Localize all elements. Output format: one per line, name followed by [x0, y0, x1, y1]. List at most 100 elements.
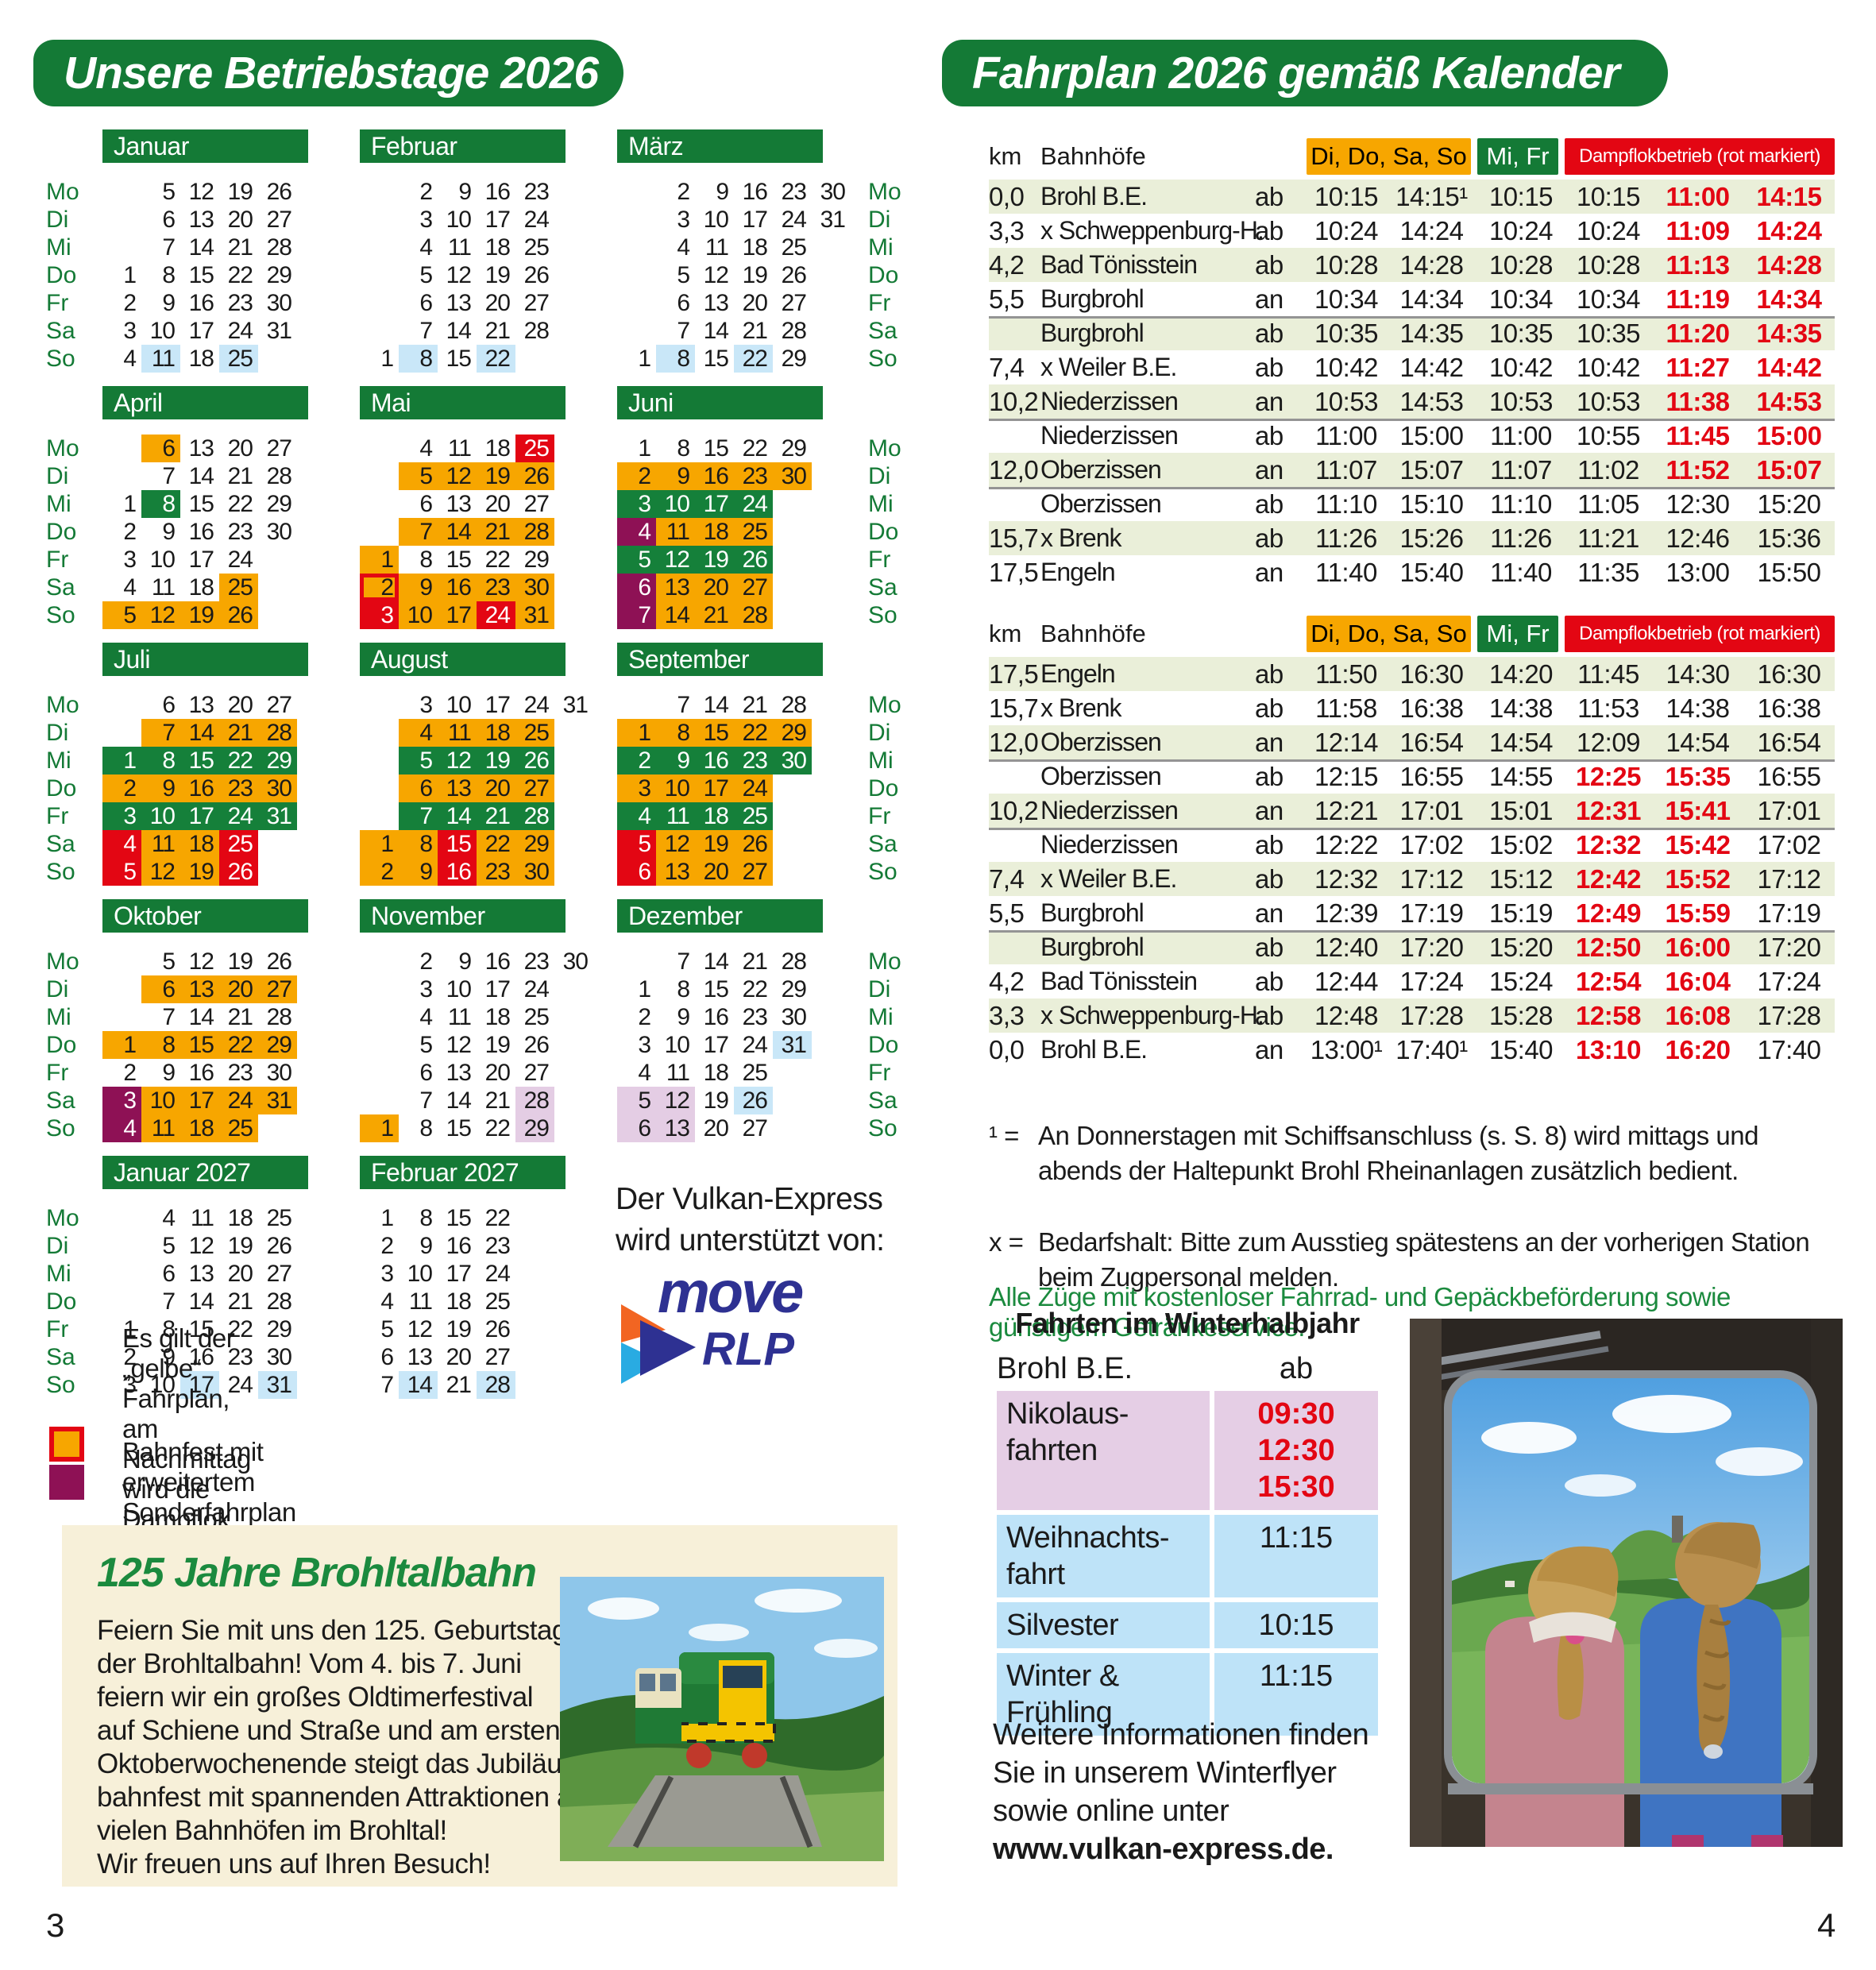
calendar-day: 16: [446, 1233, 472, 1259]
cell-ab-an: an: [1255, 455, 1283, 485]
calendar-day: 16: [188, 290, 214, 316]
calendar-day: 26: [523, 262, 550, 288]
calendar-month: Juli 6 13 20 27 7 14 21 28 1 8 15 22 29 2 9 16 23 30 3 10 17 2…: [102, 643, 341, 886]
weekday-label-right: Do: [868, 262, 899, 288]
calendar-day: 7: [677, 948, 690, 975]
cell-time: 12:21: [1314, 796, 1379, 825]
winter-row-label: Winter & Frühling: [997, 1653, 1210, 1736]
weekday-label-right: Sa: [868, 1087, 897, 1114]
calendar-day: 4: [123, 574, 137, 601]
weekday-label-left: Do: [46, 262, 77, 288]
winter-header-station: Brohl B.E.: [997, 1352, 1133, 1385]
calendar-day: 11: [438, 719, 477, 747]
cell-time: 17:19: [1757, 898, 1821, 928]
calendar-day: 28: [515, 518, 554, 546]
calendar-day: 4: [102, 830, 141, 858]
cell-time: 10:42: [1314, 353, 1379, 382]
calendar-day: 12: [703, 262, 729, 288]
calendar-day: 5: [399, 462, 438, 490]
calendar-day: 24: [781, 207, 807, 233]
calendar-day: 9: [458, 948, 472, 975]
calendar-day: 27: [266, 692, 292, 718]
footnote-request-stop: x = Bedarfshalt: Bitte zum Ausstieg spät…: [989, 1225, 1839, 1295]
cell-time: 11:45: [1577, 659, 1639, 689]
cell-ab-an: an: [1255, 558, 1283, 587]
calendar-day: 25: [219, 345, 258, 373]
calendar-day: 10: [407, 1261, 433, 1287]
calendar-day: 31: [562, 692, 589, 718]
cell-time: 10:35: [1314, 319, 1379, 348]
calendar-day: 26: [219, 858, 258, 886]
calendar-day: 17: [484, 976, 511, 1002]
cell-time: 15:01: [1488, 796, 1554, 825]
weekday-label-right: Fr: [868, 1060, 891, 1086]
month-title: Februar 2027: [360, 1156, 566, 1189]
calendar-day: 11: [190, 1205, 214, 1231]
weekday-label-left: Di: [46, 463, 69, 489]
cell-time: 11:05: [1577, 489, 1639, 519]
calendar-month: Oktober 5 12 19 26 6 13 20 27 7 14 21 28 1 8 15 22 29 2 9 16…: [102, 899, 341, 1142]
calendar-day: 19: [477, 462, 515, 490]
calendar-day: 4: [102, 1114, 141, 1142]
calendar-day: 18: [477, 719, 515, 747]
calendar-day: 5: [419, 1032, 433, 1058]
calendar-day: 12: [188, 179, 214, 205]
calendar-day: 8: [677, 435, 690, 462]
calendar-day: 1: [638, 976, 651, 1002]
calendar-day: 27: [266, 435, 292, 462]
weekday-label-left: Mo: [46, 179, 79, 205]
calendar-day: 11: [447, 234, 472, 261]
calendar-day: 15: [188, 262, 214, 288]
calendar-day: 6: [419, 1060, 433, 1086]
calendar-day: 10: [664, 1032, 690, 1058]
calendar-day: 17: [438, 601, 477, 629]
calendar-day: 9: [141, 774, 180, 802]
calendar-day: 2: [102, 774, 141, 802]
calendar-day: 3: [102, 802, 141, 830]
col-header-station: Bahnhöfe: [1040, 620, 1146, 647]
calendar-day: 13: [703, 290, 729, 316]
weekday-label-right: Fr: [868, 290, 891, 316]
cell-station: Burgbrohl: [1040, 933, 1145, 961]
calendar-day: 14: [656, 601, 695, 629]
calendar-day: 10: [149, 547, 176, 573]
calendar-day: 1: [123, 1316, 137, 1342]
cell-ab-an: ab: [1255, 762, 1283, 791]
cell-time: 17:28: [1399, 1001, 1464, 1030]
calendar-day: 6: [162, 692, 176, 718]
weekday-label-left: Di: [46, 976, 69, 1002]
calendar-day: 21: [484, 1087, 511, 1114]
month-title: April: [102, 386, 308, 419]
calendar-month: Januar 2027 4 11 18 25 5 12 19 26 6 13 20 27 7 14 21 28 1…: [102, 1156, 341, 1399]
cell-time: 12:50: [1576, 933, 1641, 962]
calendar-day: 8: [141, 747, 180, 774]
calendar-day: 28: [523, 318, 550, 344]
weekday-label-left: Do: [46, 1288, 77, 1315]
calendar-day: 20: [227, 1261, 253, 1287]
calendar-day: 15: [703, 976, 729, 1002]
calendar-day: 15: [703, 435, 729, 462]
calendar-day: 7: [399, 802, 438, 830]
weekday-label-left: Di: [46, 720, 69, 746]
cell-time: 11:26: [1490, 523, 1552, 553]
cell-time: 16:38: [1399, 693, 1464, 723]
cell-time: 14:15: [1756, 182, 1822, 211]
calendar-day: 7: [162, 1004, 176, 1030]
calendar-day: 9: [419, 1233, 433, 1259]
calendar-day: 30: [562, 948, 589, 975]
cell-time: 11:02: [1577, 455, 1639, 485]
timetable-row: 7,4 x Weiler B.E. ab 12:32 17:12 15:12 12:42 15…: [989, 862, 1835, 896]
cell-time: 11:00: [1315, 421, 1377, 450]
cell-km: 3,3: [989, 1001, 1025, 1030]
cell-time: 14:53: [1756, 387, 1822, 416]
winter-row-label: Nikolaus-fahrten: [997, 1391, 1210, 1510]
calendar-day: 6: [141, 435, 180, 462]
winter-title: Fahrten im Winterhalbjahr: [1015, 1307, 1360, 1339]
cell-station: Niederzissen: [1040, 796, 1179, 825]
calendar-day: 6: [162, 1261, 176, 1287]
cell-time: 10:15: [1314, 182, 1379, 211]
cell-km: 3,3: [989, 216, 1025, 245]
cell-time: 11:26: [1315, 523, 1377, 553]
cell-station: Oberzissen: [1040, 728, 1162, 756]
calendar-day: 16: [742, 179, 768, 205]
